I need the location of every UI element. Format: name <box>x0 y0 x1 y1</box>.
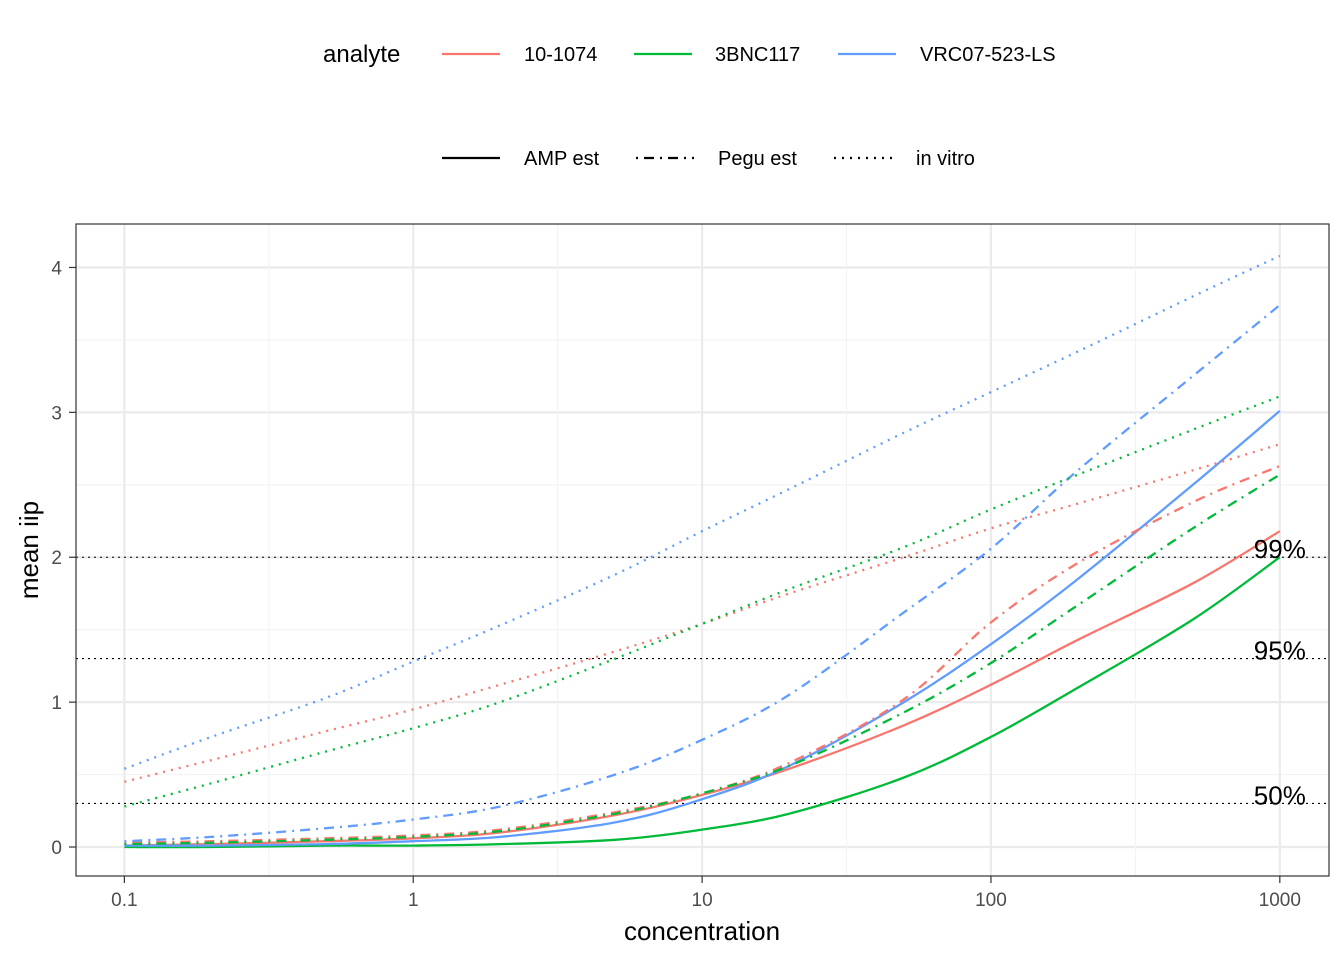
linetype-legend-label-1: Pegu est <box>718 148 797 170</box>
x-tick-label: 1 <box>408 890 419 911</box>
y-tick-label: 1 <box>51 693 62 714</box>
series-line-VRC07-523-LS-Pegu-est <box>124 304 1281 843</box>
y-tick-label: 4 <box>51 258 62 279</box>
series-line-10-1074-in-vitro <box>124 443 1281 783</box>
y-axis: 0 1 2 3 4 <box>51 258 76 859</box>
linetype-legend-entry-2: in vitro <box>834 148 975 170</box>
color-legend-entry-0: 10-1074 <box>442 44 597 66</box>
color-legend-label-0: 10-1074 <box>524 44 597 66</box>
reference-labels: 50% 95% 99% <box>1254 534 1306 810</box>
linetype-legend-label-0: AMP est <box>524 148 600 170</box>
x-tick-label: 0.1 <box>111 890 137 911</box>
color-legend-label-2: VRC07-523-LS <box>920 44 1056 66</box>
series-line-3BNC117-in-vitro <box>124 395 1281 808</box>
linetype-legend: AMP est Pegu est in vitro <box>442 148 975 170</box>
reference-label: 50% <box>1254 780 1306 810</box>
x-axis-label: concentration <box>624 916 780 946</box>
series-line-VRC07-523-LS-AMP-est <box>124 410 1281 847</box>
x-tick-label: 1000 <box>1259 890 1301 911</box>
reference-lines <box>76 556 1329 804</box>
plot-panel: 50% 95% 99% <box>75 223 1330 877</box>
series-line-3BNC117-Pegu-est <box>124 473 1281 846</box>
color-legend-entry-1: 3BNC117 <box>634 44 800 66</box>
linetype-legend-label-2: in vitro <box>916 148 975 170</box>
reference-label: 95% <box>1254 636 1306 666</box>
y-tick-label: 3 <box>51 403 62 424</box>
color-legend-entry-2: VRC07-523-LS <box>838 44 1056 66</box>
linetype-legend-entry-0: AMP est <box>442 148 600 170</box>
x-axis: 0.1 1 10 100 1000 <box>111 876 1301 911</box>
color-legend: analyte 10-1074 3BNC117 VRC07-523-LS <box>323 41 1056 68</box>
y-tick-label: 2 <box>51 548 62 569</box>
series-line-10-1074-AMP-est <box>124 530 1281 847</box>
color-legend-title: analyte <box>323 41 400 68</box>
color-legend-label-1: 3BNC117 <box>715 44 800 66</box>
series-line-3BNC117-AMP-est <box>124 556 1281 849</box>
x-tick-label: 100 <box>975 890 1007 911</box>
reference-label: 99% <box>1254 534 1306 564</box>
series-lines <box>124 254 1281 849</box>
series-line-VRC07-523-LS-in-vitro <box>124 254 1281 770</box>
x-tick-label: 10 <box>692 890 713 911</box>
linetype-legend-entry-1: Pegu est <box>636 148 797 170</box>
y-tick-label: 0 <box>51 838 62 859</box>
y-axis-label: mean iip <box>14 501 44 599</box>
